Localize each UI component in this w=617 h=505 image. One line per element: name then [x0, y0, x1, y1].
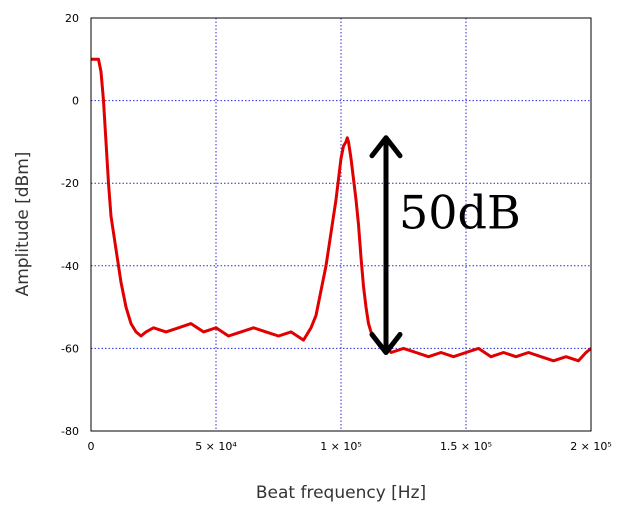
plot-frame	[90, 17, 592, 432]
x-tick-label: 1 × 10⁵	[320, 440, 362, 453]
x-axis-title: Beat frequency [Hz]	[256, 483, 426, 503]
annotation-label: 50dB	[399, 186, 521, 240]
annotation-arrow-head-top	[369, 135, 403, 159]
x-tick-label: 2 × 10⁵	[570, 440, 612, 453]
y-axis-title: Amplitude [dBm]	[13, 152, 33, 297]
grid	[91, 18, 591, 431]
y-tick-label: -40	[61, 260, 79, 273]
y-tick-label: -60	[61, 342, 79, 355]
x-tick-label: 5 × 10⁴	[195, 440, 237, 453]
y-tick-label: 20	[65, 12, 79, 25]
y-tick-label: -80	[61, 425, 79, 438]
y-tick-label: 0	[72, 95, 79, 108]
x-tick-label: 1.5 × 10⁵	[440, 440, 492, 453]
annotation-arrow-head-bottom	[369, 332, 403, 356]
series-line	[91, 57, 591, 363]
y-tick-label: -20	[61, 177, 79, 190]
x-tick-label: 0	[88, 440, 95, 453]
annotation-group: 50dB	[369, 135, 521, 356]
tick-labels: 0 5 × 10⁴ 1 × 10⁵ 1.5 × 10⁵ 2 × 10⁵ -80 -60 -40…	[61, 12, 612, 453]
series-group	[91, 57, 591, 363]
